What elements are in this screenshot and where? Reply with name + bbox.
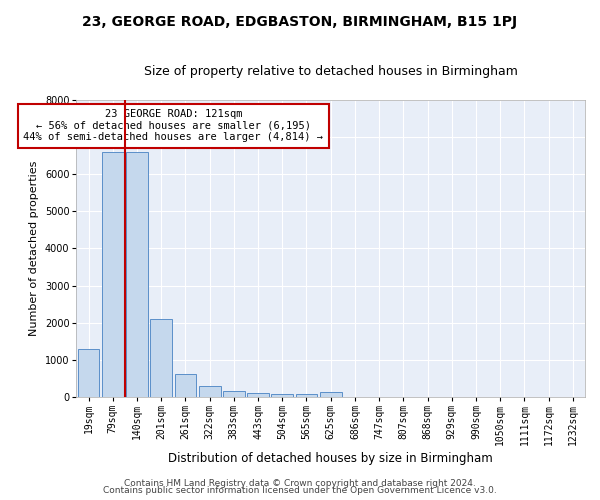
Text: 23 GEORGE ROAD: 121sqm
← 56% of detached houses are smaller (6,195)
44% of semi-: 23 GEORGE ROAD: 121sqm ← 56% of detached… xyxy=(23,110,323,142)
Bar xyxy=(271,394,293,397)
Bar xyxy=(199,386,221,397)
Bar xyxy=(320,392,341,397)
Bar xyxy=(175,374,196,397)
Title: Size of property relative to detached houses in Birmingham: Size of property relative to detached ho… xyxy=(144,65,518,78)
Bar xyxy=(223,392,245,397)
Bar xyxy=(102,152,124,397)
Bar xyxy=(126,152,148,397)
Text: 23, GEORGE ROAD, EDGBASTON, BIRMINGHAM, B15 1PJ: 23, GEORGE ROAD, EDGBASTON, BIRMINGHAM, … xyxy=(82,15,518,29)
Bar xyxy=(77,348,100,397)
X-axis label: Distribution of detached houses by size in Birmingham: Distribution of detached houses by size … xyxy=(169,452,493,465)
Bar xyxy=(247,394,269,397)
Y-axis label: Number of detached properties: Number of detached properties xyxy=(29,161,40,336)
Text: Contains public sector information licensed under the Open Government Licence v3: Contains public sector information licen… xyxy=(103,486,497,495)
Bar xyxy=(150,319,172,397)
Bar xyxy=(296,394,317,397)
Text: Contains HM Land Registry data © Crown copyright and database right 2024.: Contains HM Land Registry data © Crown c… xyxy=(124,478,476,488)
